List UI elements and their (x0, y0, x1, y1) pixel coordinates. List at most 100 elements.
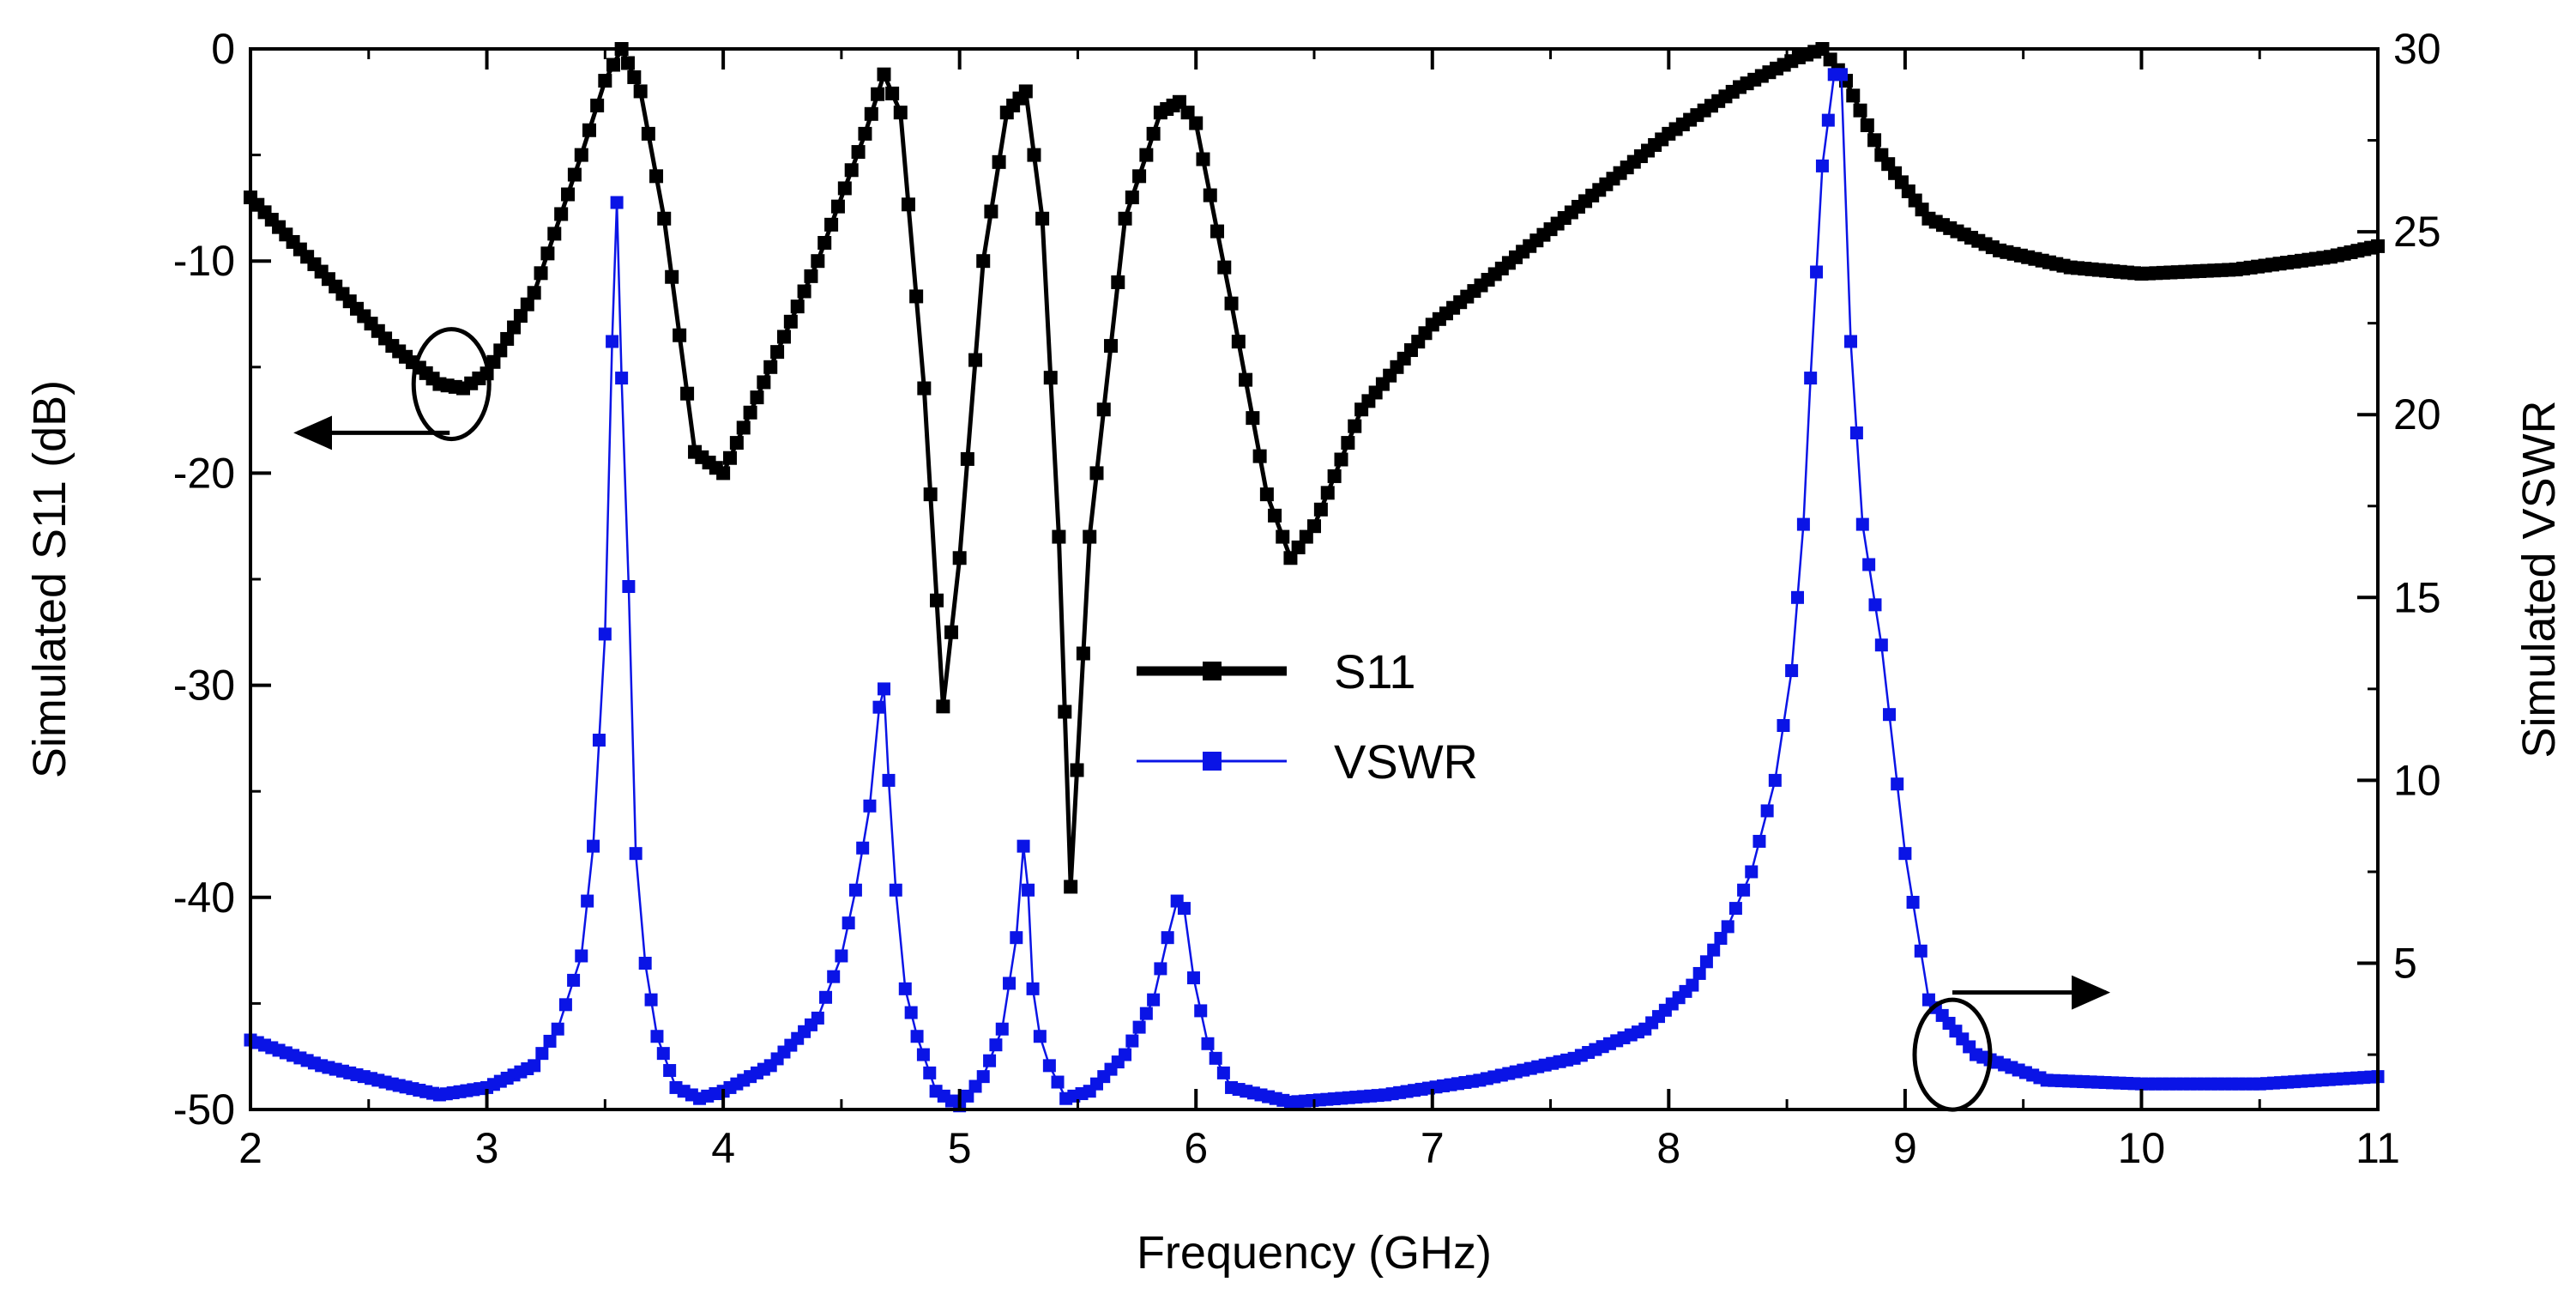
data-point-vswr (877, 682, 890, 696)
legend: S11 VSWR (1137, 644, 1478, 789)
data-point-s11 (567, 167, 582, 182)
data-point-vswr (1777, 718, 1790, 732)
data-point-vswr (1003, 977, 1017, 990)
legend-marker-s11 (1203, 662, 1222, 680)
data-point-vswr (1201, 1037, 1215, 1050)
x-tick-label: 3 (475, 1124, 499, 1172)
y-left-tick-label: -20 (173, 449, 235, 497)
data-point-s11 (797, 284, 811, 299)
data-point-s11 (1348, 419, 1362, 433)
data-point-s11 (633, 84, 648, 99)
series-s11 (244, 42, 2385, 894)
data-point-vswr (1891, 777, 1904, 791)
data-point-s11 (582, 123, 596, 137)
y-right-tick-label: 30 (2393, 25, 2441, 73)
data-point-s11 (830, 199, 845, 214)
data-point-s11 (750, 390, 764, 405)
data-point-s11 (1196, 152, 1210, 166)
data-point-s11 (493, 343, 508, 358)
data-point-s11 (864, 106, 878, 121)
data-point-s11 (540, 246, 555, 261)
y-left-axis-title: Simulated S11 (dB) (24, 380, 75, 778)
data-point-s11 (1052, 529, 1066, 544)
data-point-vswr (1177, 902, 1191, 916)
data-point-s11 (984, 204, 998, 219)
data-point-vswr (1883, 708, 1897, 722)
data-point-vswr (1017, 839, 1030, 853)
data-point-s11 (1125, 190, 1139, 205)
data-point-s11 (1132, 169, 1147, 184)
annotation-ellipse-s11 (411, 327, 492, 442)
data-point-vswr (1760, 804, 1774, 818)
data-point-vswr (923, 1066, 937, 1079)
data-point-s11 (1104, 339, 1119, 354)
data-point-s11 (992, 154, 1006, 169)
data-point-s11 (1189, 116, 1204, 130)
data-point-s11 (606, 57, 620, 72)
legend-label-s11: S11 (1334, 644, 1415, 698)
data-point-s11 (1203, 188, 1217, 203)
data-point-s11 (500, 331, 515, 346)
data-point-vswr (1033, 1030, 1047, 1043)
data-point-s11 (1058, 704, 1072, 719)
data-point-vswr (644, 993, 658, 1007)
data-point-s11 (641, 126, 655, 141)
data-point-vswr (1042, 1059, 1056, 1073)
data-point-vswr (995, 1022, 1009, 1036)
data-point-s11 (1320, 486, 1335, 500)
data-point-vswr (535, 1047, 549, 1061)
data-point-s11 (909, 289, 924, 304)
data-point-vswr (1753, 834, 1766, 848)
data-point-vswr (1010, 931, 1023, 945)
data-point-s11 (561, 187, 576, 202)
series-layer (244, 42, 2385, 1113)
legend-marker-vswr (1203, 752, 1222, 771)
data-point-vswr (567, 973, 581, 987)
data-point-vswr (1721, 920, 1734, 934)
data-point-vswr (1768, 773, 1782, 787)
data-point-s11 (770, 345, 785, 360)
x-tick-label: 9 (1893, 1124, 1917, 1172)
data-point-vswr (916, 1048, 930, 1061)
data-point-s11 (534, 266, 548, 281)
data-point-s11 (1252, 449, 1267, 463)
y-left-tick-label: -50 (173, 1085, 235, 1134)
data-point-s11 (574, 148, 588, 162)
data-point-s11 (527, 286, 541, 300)
data-point-vswr (1026, 982, 1040, 995)
data-point-s11 (824, 217, 839, 232)
data-point-s11 (547, 227, 562, 241)
data-point-vswr (1745, 865, 1759, 879)
data-point-s11 (783, 314, 798, 329)
data-point-vswr (551, 1022, 564, 1036)
data-point-s11 (554, 207, 569, 221)
data-point-vswr (1051, 1075, 1065, 1089)
y-right-tick-label: 20 (2393, 390, 2441, 438)
data-point-s11 (944, 625, 959, 639)
data-point-s11 (1853, 103, 1867, 118)
data-point-s11 (1217, 260, 1232, 275)
data-point-vswr (587, 839, 600, 853)
series-line-vswr (250, 73, 2379, 1107)
data-point-s11 (1070, 763, 1084, 777)
data-point-s11 (804, 269, 818, 283)
data-point-vswr (656, 1047, 670, 1061)
data-point-vswr (1862, 558, 1876, 571)
data-point-s11 (598, 74, 612, 88)
data-point-vswr (968, 1079, 982, 1093)
data-point-s11 (923, 487, 938, 502)
data-point-s11 (1139, 148, 1154, 162)
data-point-s11 (1096, 402, 1111, 417)
data-point-s11 (722, 450, 737, 465)
data-point-vswr (663, 1064, 677, 1078)
data-point-vswr (889, 883, 902, 897)
y-right-tick-label: 10 (2393, 756, 2441, 804)
data-point-s11 (811, 254, 825, 269)
x-tick-label: 7 (1421, 1124, 1445, 1172)
data-point-s11 (513, 309, 528, 323)
y-right-tick-label: 25 (2393, 208, 2441, 256)
data-point-vswr (1849, 426, 1863, 440)
data-point-s11 (649, 169, 664, 184)
data-point-vswr (1686, 978, 1699, 992)
data-point-vswr (615, 372, 629, 385)
